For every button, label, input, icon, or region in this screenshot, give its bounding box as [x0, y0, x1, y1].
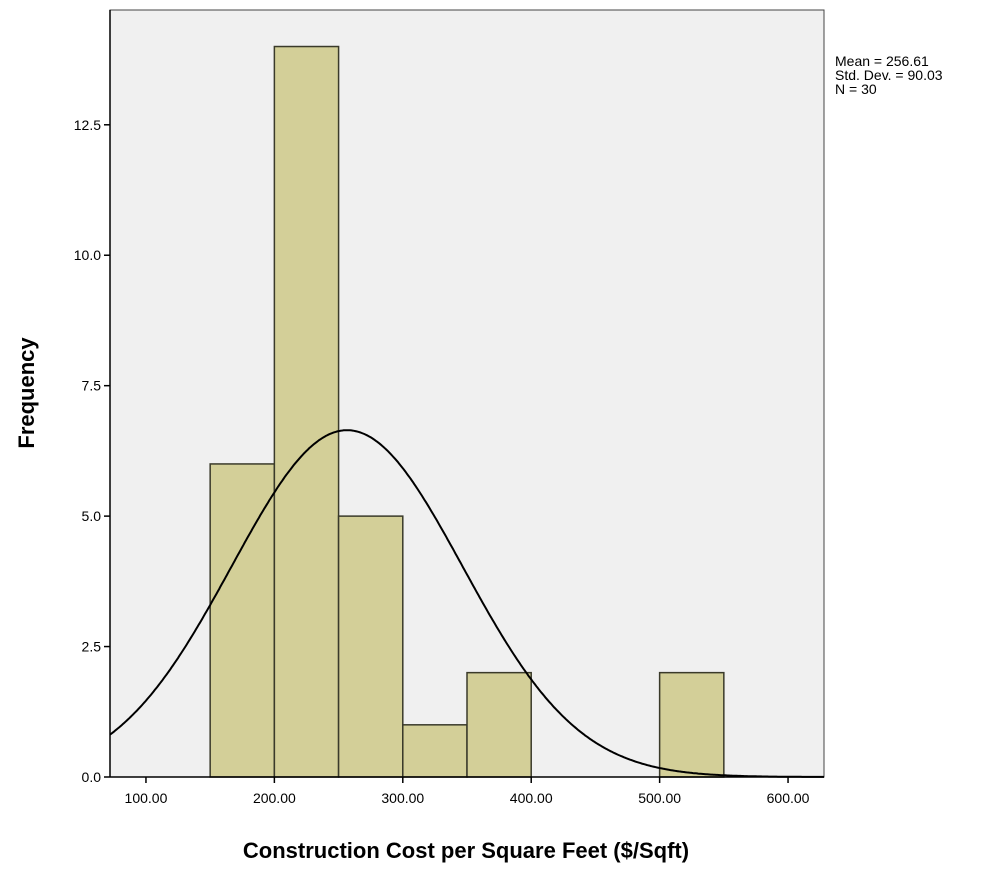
histogram-bar [273, 45, 340, 778]
histogram-bar [337, 515, 404, 778]
stat-n: N = 30 [835, 81, 877, 97]
x-tick-label: 100.00 [125, 790, 168, 806]
x-axis-title: Construction Cost per Square Feet ($/Sqf… [243, 838, 689, 863]
x-tick-label: 200.00 [253, 790, 296, 806]
y-tick-label: 7.5 [82, 378, 102, 394]
histogram-bar [466, 671, 532, 778]
stats-box: Mean = 256.61 Std. Dev. = 90.03 N = 30 [835, 53, 943, 97]
histogram-bars [209, 45, 725, 778]
stat-std-dev: Std. Dev. = 90.03 [835, 67, 943, 83]
x-tick-label: 400.00 [510, 790, 553, 806]
x-tick-label: 600.00 [767, 790, 810, 806]
stat-mean: Mean = 256.61 [835, 53, 929, 69]
y-tick-label: 0.0 [82, 769, 102, 785]
histogram-bar [658, 671, 725, 778]
axes: 0.0 2.5 5.0 7.5 10.0 12.5 100.00 200.00 300.00 40… [74, 10, 824, 806]
y-tick-label: 10.0 [74, 247, 101, 263]
x-tick-label: 500.00 [638, 790, 681, 806]
y-axis-title: Frequency [14, 337, 39, 449]
histogram-bar [402, 724, 468, 778]
y-tick-label: 2.5 [82, 639, 102, 655]
y-tick-label: 12.5 [74, 117, 101, 133]
normal-curve [109, 429, 824, 778]
histogram-bar [209, 463, 276, 778]
x-tick-label: 300.00 [381, 790, 424, 806]
y-tick-label: 5.0 [82, 508, 102, 524]
